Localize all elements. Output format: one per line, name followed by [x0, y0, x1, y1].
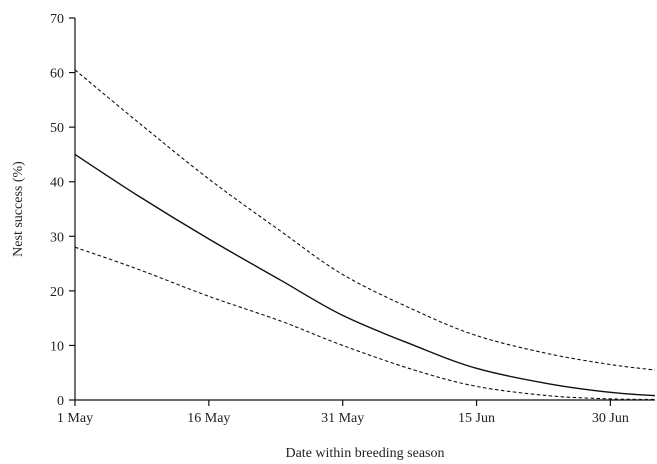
x-tick-label: 30 Jun — [592, 411, 629, 426]
series-estimate-line — [74, 153, 656, 397]
x-tick-label: 15 Jun — [458, 411, 495, 426]
y-tick-label: 60 — [50, 67, 64, 82]
x-axis-label: Date within breeding season — [285, 446, 444, 461]
y-tick-label: 70 — [50, 12, 64, 27]
y-tick-label: 10 — [50, 339, 64, 354]
y-tick-label: 0 — [57, 394, 64, 409]
y-tick-label: 30 — [50, 230, 64, 245]
series-lower-line — [74, 246, 656, 400]
x-tick-label: 16 May — [187, 411, 230, 426]
y-axis-ticks: 0 10 20 30 40 50 60 70 — [50, 12, 75, 409]
x-axis-ticks: 1 May 16 May 31 May 15 Jun 30 Jun — [57, 400, 629, 426]
x-tick-label: 31 May — [321, 411, 364, 426]
y-tick-label: 40 — [50, 176, 64, 191]
y-axis-label: Nest success (%) — [11, 161, 26, 257]
y-tick-label: 50 — [50, 121, 64, 136]
series-upper-line — [74, 69, 656, 371]
series-lines — [74, 69, 656, 400]
x-tick-label: 1 May — [57, 411, 93, 426]
y-tick-label: 20 — [50, 285, 64, 300]
